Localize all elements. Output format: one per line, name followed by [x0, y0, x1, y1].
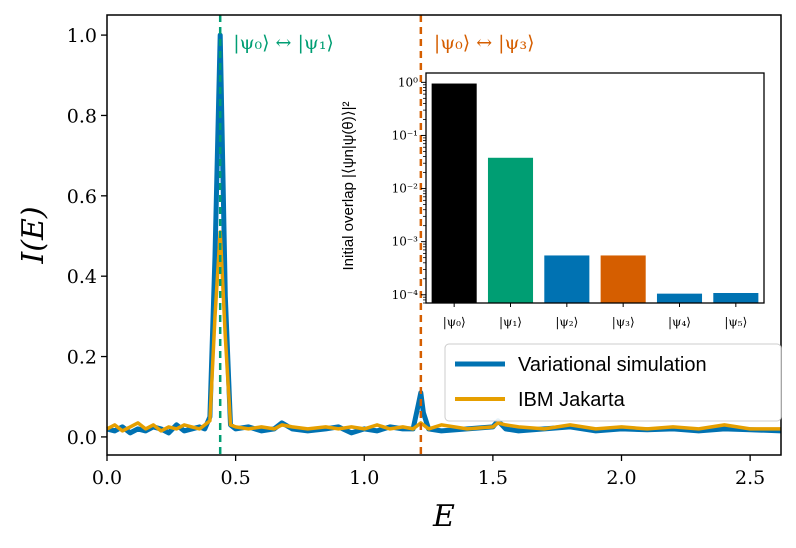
inset-bar-3	[600, 255, 646, 303]
series-line-ibm-jakarta	[106, 230, 781, 433]
main-x-axis-label: E	[432, 499, 455, 534]
y-tick-label: 0.8	[67, 105, 97, 127]
main-y-ticks: 0.0 0.2 0.4 0.6 0.8 1.0	[67, 25, 107, 449]
main-y-axis-label: I(E)	[16, 206, 51, 264]
transition-annotation-2: |ψ₀⟩ ↔ |ψ₃⟩	[434, 32, 535, 54]
x-tick-label: 0.0	[92, 467, 122, 489]
inset-bar-5	[713, 292, 759, 303]
main-plot-frame	[106, 14, 782, 456]
inset-y-tick-label: 10⁰	[398, 75, 418, 89]
inset-y-tick-label: 10⁻³	[392, 235, 419, 249]
inset-bar-4	[656, 293, 703, 303]
inset-x-ticks: |ψ₀⟩ |ψ₁⟩ |ψ₂⟩ |ψ₃⟩ |ψ₄⟩ |ψ₅⟩	[443, 303, 747, 329]
inset-x-tick-label: |ψ₃⟩	[612, 315, 635, 329]
main-series-lines	[106, 32, 782, 436]
x-tick-label: 2.5	[735, 467, 765, 489]
inset-y-tick-label: 10⁻¹	[392, 128, 418, 142]
x-tick-label: 1.0	[349, 467, 379, 489]
inset-bar-1	[487, 157, 534, 303]
transition-annotations: |ψ₀⟩ ↔ |ψ₁⟩ |ψ₀⟩ ↔ |ψ₃⟩	[233, 32, 534, 54]
legend: Variational simulation IBM Jakarta	[444, 343, 782, 422]
inset-bar-0	[431, 83, 477, 304]
inset-y-ticks: 10⁰ 10⁻¹ 10⁻² 10⁻³ 10⁻⁴	[392, 75, 426, 304]
y-tick-label: 0.4	[67, 266, 97, 288]
inset-x-tick-label: |ψ₂⟩	[555, 315, 578, 329]
main-x-ticks: 0.0 0.5 1.0 1.5 2.0 2.5	[92, 455, 765, 489]
inset-y-tick-label: 10⁻²	[392, 182, 419, 196]
y-tick-label: 1.0	[67, 25, 97, 47]
legend-label-ibm: IBM Jakarta	[518, 389, 626, 411]
y-tick-label: 0.0	[67, 427, 97, 449]
inset-frame	[425, 72, 765, 304]
main-plot: 0.0 0.5 1.0 1.5 2.0 2.5 0.00.20.40.60.81.0 E …	[16, 14, 782, 534]
legend-box	[444, 343, 782, 422]
inset-x-tick-label: |ψ₀⟩	[443, 315, 466, 329]
inset-x-tick-label: |ψ₅⟩	[724, 315, 747, 329]
inset-x-tick-label: |ψ₄⟩	[668, 315, 691, 329]
x-tick-label: 0.5	[221, 467, 251, 489]
y-tick-label: 0.2	[67, 347, 97, 369]
inset-bars	[431, 83, 759, 304]
y-tick-label: 0.6	[67, 186, 97, 208]
inset-y-tick-label: 10⁻⁴	[392, 288, 419, 302]
transition-annotation-1: |ψ₀⟩ ↔ |ψ₁⟩	[233, 32, 334, 54]
inset-y-axis-label: Initial overlap |⟨ψn|ψ(θ)⟩|²	[340, 101, 357, 270]
x-tick-label: 2.0	[606, 467, 636, 489]
inset-bar-2	[544, 255, 590, 303]
transition-markers	[218, 15, 423, 455]
inset-x-tick-label: |ψ₁⟩	[499, 315, 522, 329]
inset-background	[426, 73, 764, 303]
legend-label-variational: Variational simulation	[518, 354, 707, 376]
x-tick-label: 1.5	[478, 467, 508, 489]
inset-bar-chart: 10⁰ 10⁻¹ 10⁻² 10⁻³ 10⁻⁴ |ψ₀⟩ |ψ₁⟩ |ψ₂⟩ |ψ₃⟩ |ψ₄⟩…	[340, 72, 765, 329]
